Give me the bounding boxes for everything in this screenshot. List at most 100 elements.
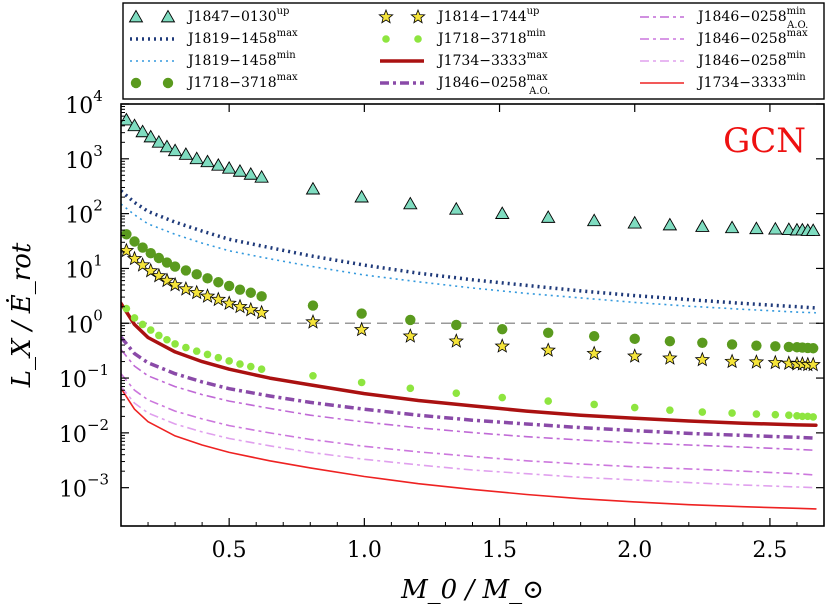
legend-item: J1846−0258max <box>640 28 808 47</box>
data-point <box>805 223 821 236</box>
x-axis-label: M_0 / M_⊙ <box>400 575 544 605</box>
y-tick-label: 10−3 <box>59 471 109 503</box>
legend-swatch <box>128 9 144 23</box>
data-point <box>180 265 192 276</box>
series-9 <box>121 373 816 476</box>
data-point <box>798 412 807 421</box>
data-point <box>728 409 736 417</box>
legend-label: J1718−3718min <box>436 28 546 47</box>
data-point <box>402 328 419 343</box>
data-point <box>726 339 738 350</box>
data-point <box>143 262 159 278</box>
data-point <box>192 347 201 355</box>
x-tick-label: 1.0 <box>347 538 382 563</box>
data-point <box>627 348 643 363</box>
data-point <box>153 252 165 264</box>
data-point <box>211 157 226 171</box>
legend-item: J1846−0258min <box>640 50 806 69</box>
data-point <box>245 287 256 298</box>
x-tick-label: 2.0 <box>617 538 652 563</box>
data-point <box>214 353 223 362</box>
data-point <box>121 112 134 126</box>
legend-swatch <box>414 35 422 43</box>
data-point <box>307 300 319 311</box>
data-point <box>305 313 321 329</box>
data-point <box>151 267 167 283</box>
data-point <box>234 284 246 295</box>
data-point <box>752 410 761 418</box>
data-point <box>232 298 248 314</box>
data-point <box>256 291 267 302</box>
data-point <box>666 406 674 414</box>
series-line <box>121 335 816 440</box>
series-6 <box>121 301 818 427</box>
y-axis-label: L_X / Ė_rot <box>6 242 37 388</box>
data-point <box>662 217 678 231</box>
series-line <box>121 301 818 427</box>
legend-label: J1814−1744up <box>436 6 539 25</box>
y-tick-label: 10−2 <box>59 416 109 448</box>
data-point <box>768 221 783 235</box>
legend-swatch <box>160 9 176 23</box>
data-point <box>767 354 784 370</box>
legend-label: J1734−3333min <box>696 72 806 91</box>
data-point <box>225 357 233 365</box>
data-point <box>498 393 507 402</box>
legend-swatch <box>382 35 390 43</box>
legend-label: J1846−0258min <box>696 50 806 69</box>
data-point <box>203 350 212 359</box>
data-point <box>627 215 643 229</box>
data-point <box>353 321 370 337</box>
y-tick-label: 101 <box>65 251 103 283</box>
data-point <box>771 410 780 419</box>
data-point <box>178 147 194 160</box>
legend-frame <box>122 2 825 100</box>
data-point <box>199 288 216 303</box>
data-point <box>243 301 259 317</box>
data-point <box>137 242 148 253</box>
data-point <box>143 129 159 143</box>
data-point <box>662 350 678 365</box>
series-line <box>121 373 816 476</box>
data-point <box>210 291 227 307</box>
data-point <box>254 169 269 183</box>
legend-label: J1846−0258max <box>696 28 808 47</box>
data-point <box>159 272 175 288</box>
series-11 <box>121 387 817 510</box>
legend-item: J1718−3718min <box>382 28 546 47</box>
data-point <box>698 408 707 416</box>
data-point <box>257 365 266 374</box>
data-point <box>202 273 213 284</box>
series-7 <box>121 335 816 440</box>
legend-swatch <box>162 77 174 89</box>
legend-item: J1734−3333min <box>640 72 806 91</box>
data-point <box>159 139 175 153</box>
data-point <box>451 319 462 331</box>
x-axis-label-text: M_0 / M_⊙ <box>400 575 544 605</box>
data-point <box>751 340 762 351</box>
data-point <box>221 295 237 311</box>
legend-item: J1819−1458max <box>130 28 298 47</box>
legend: J1847−0130up J1819−1458max J1819−1458min J1… <box>122 2 825 100</box>
data-point <box>770 341 781 352</box>
data-point <box>543 327 554 338</box>
series-3 <box>121 229 819 354</box>
data-point <box>809 413 817 421</box>
series-line <box>121 387 817 510</box>
y-tick-label: 104 <box>65 87 103 119</box>
data-point <box>664 336 676 347</box>
legend-swatch <box>378 8 394 24</box>
data-point <box>138 320 147 329</box>
data-point <box>129 236 140 247</box>
data-point <box>169 261 181 272</box>
data-point <box>586 213 602 227</box>
series-2 <box>121 203 816 314</box>
data-point <box>497 323 508 335</box>
data-point <box>182 343 190 352</box>
data-point <box>134 256 151 272</box>
series-line <box>121 203 816 314</box>
legend-item: J1718−3718max <box>130 72 298 91</box>
data-point <box>403 196 418 210</box>
data-point <box>588 331 600 342</box>
